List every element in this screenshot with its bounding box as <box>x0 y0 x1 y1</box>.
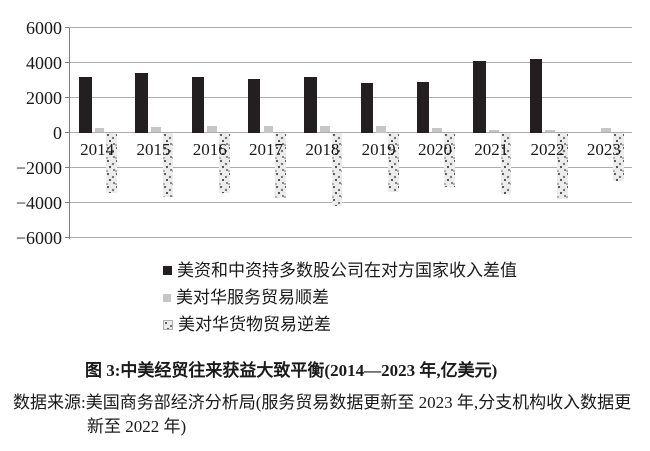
legend-item-services-surplus: 美对华服务贸易顺差 <box>163 288 517 307</box>
bar-solid-gray-2017 <box>263 125 274 133</box>
legend-swatch-speckled-icon <box>163 319 173 330</box>
bar-solid-gray-2021 <box>488 129 499 133</box>
bar-speckled-2018 <box>331 132 343 206</box>
x-axis-label-2015: 2015 <box>136 139 171 159</box>
y-axis-label: 6000 <box>26 17 62 38</box>
x-axis-label-2018: 2018 <box>305 139 340 159</box>
x-axis-label-2017: 2017 <box>249 139 284 159</box>
y-axis-tick <box>65 237 69 238</box>
bar-solid-gray-2014 <box>94 127 105 133</box>
bar-speckled-2015 <box>162 132 174 197</box>
bar-solid-black-2021 <box>473 60 486 133</box>
bar-solid-gray-2016 <box>207 125 218 133</box>
y-axis-tick <box>65 97 69 98</box>
y-axis-tick <box>65 167 69 168</box>
source-line-2: 新至 2022 年) <box>87 417 187 436</box>
x-axis-label-2016: 2016 <box>192 139 227 159</box>
bar-speckled-2020 <box>444 132 455 187</box>
legend-swatch-gray-icon <box>163 293 171 302</box>
bar-speckled-2014 <box>106 132 118 193</box>
bar-solid-gray-2023 <box>601 127 612 133</box>
y-axis-label: −4000 <box>15 192 62 213</box>
bar-solid-black-2019 <box>360 82 373 133</box>
gridline-y-2000 <box>69 97 632 98</box>
bar-solid-gray-2015 <box>150 126 161 133</box>
figure-caption: 图 3:中美经贸往来获益大致平衡(2014—2023 年,亿美元) <box>85 361 498 380</box>
chart-legend: 美资和中资持多数股公司在对方国家收入差值 美对华服务贸易顺差 美对华货物贸易逆差 <box>163 261 517 342</box>
legend-label: 美资和中资持多数股公司在对方国家收入差值 <box>177 261 517 280</box>
y-axis-tick <box>65 132 69 133</box>
data-source-note: 数据来源:美国商务部经济分析局(服务贸易数据更新至 2023 年,分支机构收入数… <box>13 391 647 439</box>
bar-speckled-2022 <box>556 132 568 200</box>
bar-solid-gray-2020 <box>432 128 443 133</box>
gridline-y-6000 <box>69 27 632 28</box>
bar-solid-black-2016 <box>191 77 205 133</box>
legend-label: 美对华服务贸易顺差 <box>176 288 329 307</box>
y-axis-label: 2000 <box>26 87 62 108</box>
source-line-1: 数据来源:美国商务部经济分析局(服务贸易数据更新至 2023 年,分支机构收入数… <box>13 393 632 412</box>
x-axis-label-2019: 2019 <box>361 139 396 159</box>
bar-solid-black-2015 <box>135 73 148 133</box>
legend-item-income-gap: 美资和中资持多数股公司在对方国家收入差值 <box>163 261 517 280</box>
bar-speckled-2023 <box>613 132 624 182</box>
bar-speckled-2019 <box>387 132 399 193</box>
bar-solid-gray-2019 <box>376 126 386 133</box>
bar-speckled-2021 <box>500 132 512 195</box>
y-axis-label: −2000 <box>15 157 62 178</box>
legend-swatch-black-icon <box>163 266 172 275</box>
y-axis-line <box>69 27 70 239</box>
y-axis-label: 4000 <box>26 52 62 73</box>
x-axis-label-2020: 2020 <box>417 139 452 159</box>
y-axis-label: −6000 <box>15 227 62 248</box>
y-axis-tick <box>65 202 69 203</box>
x-axis-label-2022: 2022 <box>530 139 565 159</box>
gridline-y--2000 <box>69 167 632 168</box>
gridline-y--4000 <box>69 202 632 203</box>
y-axis-tick <box>65 62 69 63</box>
legend-item-goods-deficit: 美对华货物贸易逆差 <box>163 315 517 334</box>
bar-speckled-2016 <box>219 132 230 194</box>
bar-solid-black-2018 <box>304 77 317 133</box>
bar-solid-gray-2022 <box>545 130 555 133</box>
bar-solid-black-2014 <box>79 76 92 133</box>
gridline-y--6000 <box>69 237 632 238</box>
bar-solid-black-2020 <box>416 81 430 133</box>
y-axis-label: 0 <box>53 122 62 143</box>
bar-speckled-2017 <box>275 132 287 199</box>
bar-solid-black-2022 <box>529 59 542 133</box>
bar-solid-black-2017 <box>248 79 261 133</box>
bar-solid-gray-2018 <box>319 125 330 133</box>
x-axis-label-2021: 2021 <box>474 139 509 159</box>
bar-chart-plot-area: 6000 4000 2000 0 −2000 −4000 −6000 2014 2015 2016… <box>15 17 632 248</box>
x-axis-label-2014: 2014 <box>80 139 115 159</box>
gridline-y-0 <box>69 132 632 133</box>
y-axis-tick <box>65 27 69 28</box>
gridline-y-4000 <box>69 62 632 63</box>
x-axis-label-2023: 2023 <box>586 139 621 159</box>
legend-label: 美对华货物贸易逆差 <box>178 315 331 334</box>
